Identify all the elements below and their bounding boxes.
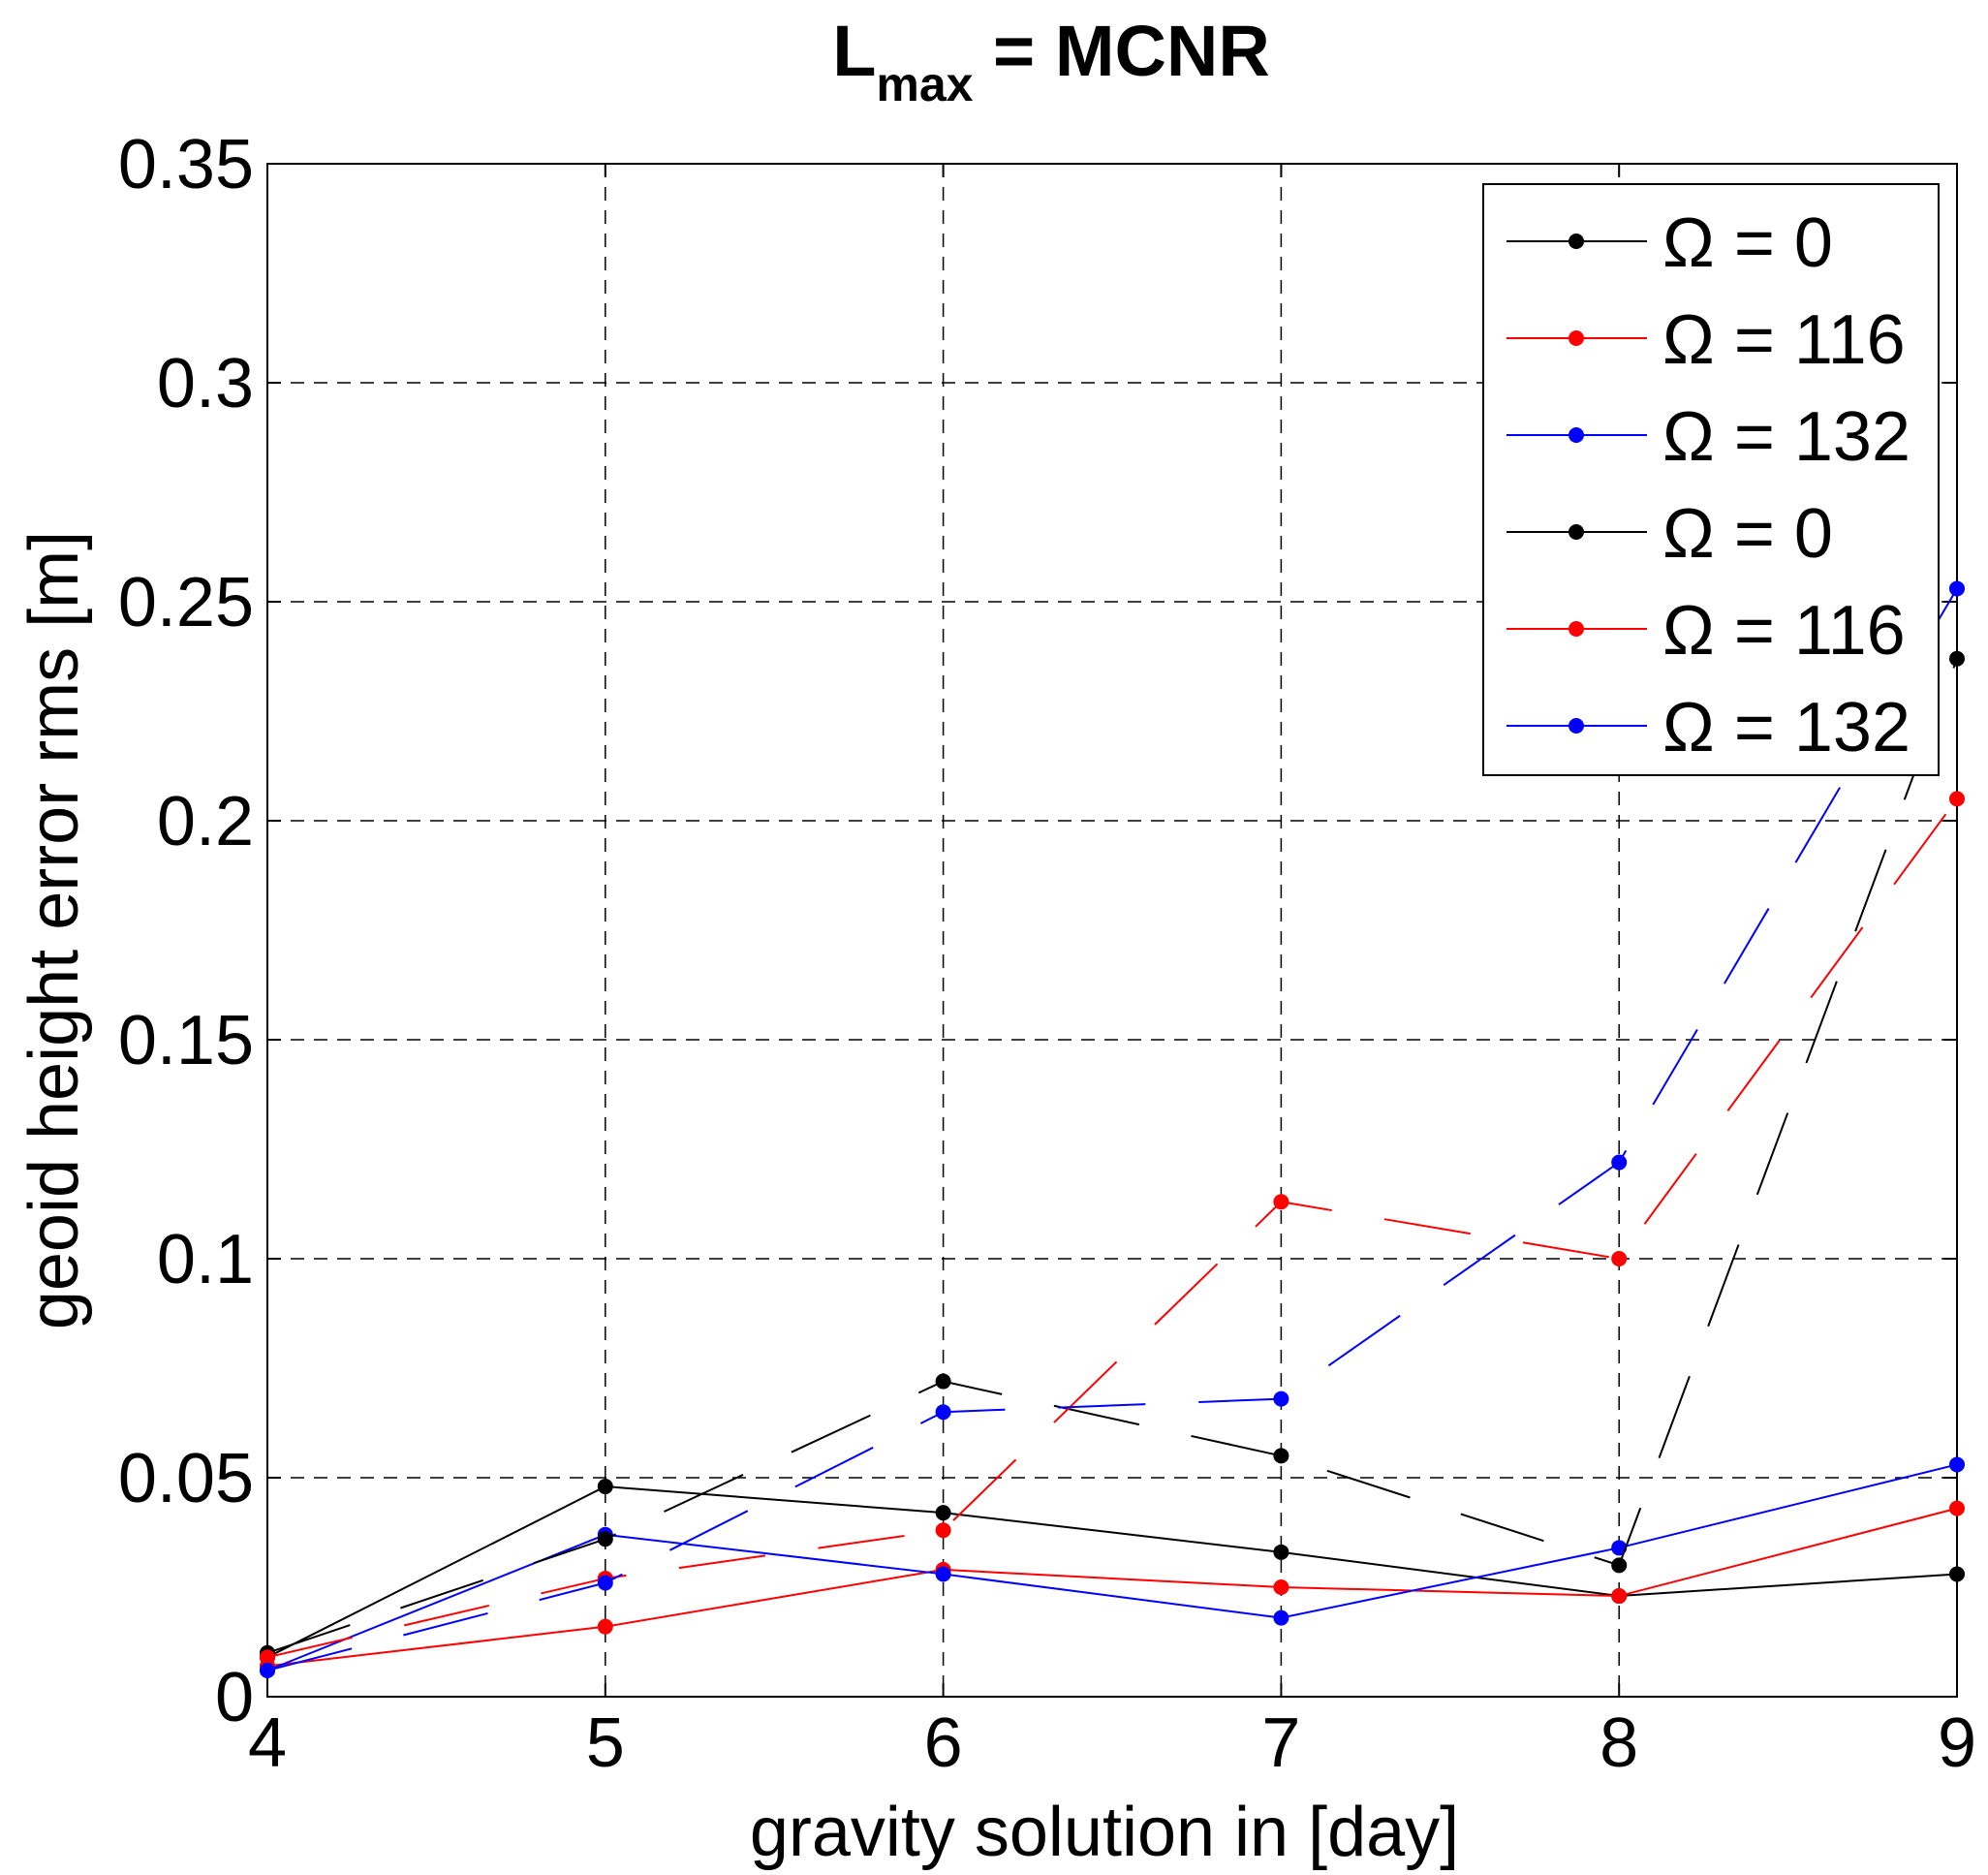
data-point <box>1611 1154 1628 1171</box>
data-point <box>1949 650 1965 667</box>
legend-item: Ω = 116 <box>1507 592 1906 670</box>
y-tick-label: 0.35 <box>118 126 254 203</box>
data-point <box>1273 1391 1289 1407</box>
series-line <box>266 587 1958 1672</box>
data-point <box>935 1522 951 1539</box>
legend-swatch-marker <box>1569 427 1584 443</box>
data-point <box>1611 1251 1628 1266</box>
y-tick-label: 0.15 <box>118 1002 254 1079</box>
data-point <box>935 1566 951 1582</box>
data-point <box>260 1662 275 1678</box>
series-line <box>266 1485 1958 1659</box>
legend-swatch-marker <box>1569 524 1584 540</box>
y-tick-label: 0.05 <box>118 1440 254 1517</box>
legend-swatch-marker <box>1569 234 1584 249</box>
data-point <box>597 1575 613 1591</box>
data-point <box>1273 1544 1289 1560</box>
x-tick-label: 8 <box>1600 1704 1638 1782</box>
legend-item: Ω = 132 <box>1507 689 1910 766</box>
legend-label: Ω = 116 <box>1662 592 1906 670</box>
data-point <box>1273 1609 1289 1626</box>
series-5 <box>260 580 1965 1678</box>
legend: Ω = 0 Ω = 116 Ω = 132 Ω = 0 Ω = 116 Ω = 132 <box>1482 183 1940 776</box>
axis-ticks: 4 5 6 7 8 9 0 0.05 0.1 0.15 0.2 0.25 0.3 0.35 <box>118 126 1976 1782</box>
data-point <box>935 1404 951 1421</box>
x-tick-label: 9 <box>1938 1704 1976 1782</box>
data-point <box>1273 1579 1289 1595</box>
data-point <box>935 1505 951 1521</box>
data-point <box>935 1373 951 1390</box>
data-point <box>597 1618 613 1635</box>
y-tick-label: 0.3 <box>157 345 254 422</box>
legend-swatch-marker <box>1569 621 1584 637</box>
data-point <box>1949 580 1965 597</box>
legend-box <box>1482 183 1940 776</box>
x-tick-label: 4 <box>248 1704 287 1782</box>
legend-item: Ω = 0 <box>1507 495 1833 573</box>
data-point <box>597 1531 613 1547</box>
legend-item: Ω = 116 <box>1507 301 1906 379</box>
series-line <box>266 1507 1958 1668</box>
legend-item: Ω = 0 <box>1507 204 1833 282</box>
data-point <box>1949 791 1965 807</box>
y-tick-label: 0.2 <box>157 783 254 860</box>
data-point <box>597 1479 613 1495</box>
legend-swatch-marker <box>1569 330 1584 346</box>
chart-title: Lmax = MCNR <box>832 11 1270 111</box>
x-tick-label: 6 <box>924 1704 963 1782</box>
data-point <box>1611 1540 1628 1556</box>
legend-label: Ω = 132 <box>1662 689 1910 766</box>
legend-label: Ω = 0 <box>1662 495 1833 573</box>
data-point <box>1949 1456 1965 1473</box>
data-point <box>1949 1500 1965 1516</box>
legend-item: Ω = 132 <box>1507 398 1910 476</box>
chart-title-main: L <box>832 11 876 91</box>
data-point <box>260 1649 275 1666</box>
data-point <box>1949 1566 1965 1582</box>
chart-title-subscript: max <box>876 57 973 111</box>
y-tick-label: 0.1 <box>157 1221 254 1298</box>
series-3 <box>260 650 1965 1661</box>
series-line <box>266 658 1958 1654</box>
legend-label: Ω = 0 <box>1662 204 1833 282</box>
series-4 <box>260 791 1965 1666</box>
x-tick-label: 5 <box>586 1704 625 1782</box>
legend-label: Ω = 116 <box>1662 301 1906 379</box>
x-tick-label: 7 <box>1261 1704 1300 1782</box>
legend-swatch-marker <box>1569 718 1584 734</box>
chart-title-rest: = MCNR <box>973 11 1269 91</box>
legend-label: Ω = 132 <box>1662 398 1910 476</box>
data-point <box>1611 1557 1628 1574</box>
y-tick-label: 0.25 <box>118 564 254 641</box>
series-line <box>266 797 1958 1659</box>
data-point <box>1273 1448 1289 1464</box>
data-point <box>1273 1194 1289 1210</box>
data-point <box>1611 1588 1628 1605</box>
series-layer <box>260 580 1965 1678</box>
y-axis-label: geoid height error rms [m] <box>16 531 93 1329</box>
x-axis-label: gravity solution in [day] <box>750 1794 1459 1871</box>
y-tick-label: 0 <box>215 1659 254 1736</box>
